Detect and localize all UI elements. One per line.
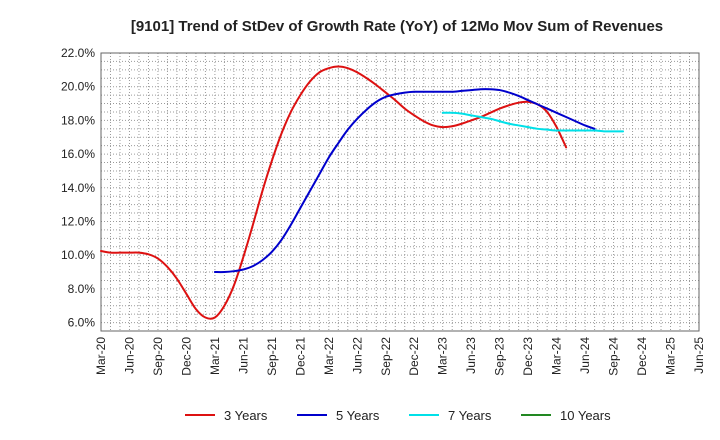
series-line-3-years [100,65,568,320]
chart-title: [9101] Trend of StDev of Growth Rate (Yo… [131,18,663,35]
x-tick-label: Jun-24 [578,337,592,374]
x-tick-label: Mar-25 [664,337,678,375]
y-tick-label: 10.0% [61,248,95,262]
x-tick-label: Dec-22 [407,337,421,376]
x-tick-label: Dec-24 [635,337,649,376]
y-tick-label: 18.0% [61,113,95,127]
y-tick-label: 12.0% [61,214,95,228]
x-tick-label: Mar-24 [550,337,564,375]
plot-area-frame [100,52,700,332]
y-tick-label: 8.0% [68,282,96,296]
legend: 3 Years 5 Years 7 Years 10 Years [185,408,611,423]
x-tick-label: Jun-20 [122,337,136,374]
x-tick-label: Mar-20 [94,337,108,375]
x-tick-label: Sep-24 [607,337,621,376]
x-tick-label: Jun-22 [350,337,364,374]
legend-label: 5 Years [336,408,380,423]
legend-label: 10 Years [560,408,611,423]
x-tick-label: Mar-21 [208,337,222,375]
x-tick-label: Sep-23 [493,337,507,376]
x-tick-label: Sep-20 [151,337,165,376]
y-tick-label: 20.0% [61,80,95,94]
x-tick-label: Dec-20 [179,337,193,376]
x-axis-ticks: Mar-20 Jun-20 Sep-20 Dec-20 Mar-21 Jun-21 Sep-… [94,337,706,376]
y-tick-label: 22.0% [61,46,95,60]
gridlines [101,53,699,331]
y-axis-ticks: 6.0% 8.0% 10.0% 12.0% 14.0% 16.0% 18.0% 20.0% 22… [61,46,95,330]
legend-label: 7 Years [448,408,492,423]
x-tick-label: Mar-23 [436,337,450,375]
series-line-5-years [213,88,596,274]
x-tick-label: Sep-21 [265,337,279,376]
series-lines [100,65,625,320]
y-tick-label: 16.0% [61,147,95,161]
y-tick-label: 14.0% [61,181,95,195]
x-tick-label: Dec-21 [293,337,307,376]
legend-label: 3 Years [224,408,268,423]
x-tick-label: Jun-21 [236,337,250,374]
x-tick-label: Sep-22 [379,337,393,376]
x-tick-label: Mar-22 [322,337,336,375]
x-tick-label: Jun-25 [692,337,706,374]
series-line-7-years [441,111,625,133]
x-tick-label: Jun-23 [464,337,478,374]
x-tick-label: Dec-23 [521,337,535,376]
y-tick-label: 6.0% [68,316,96,330]
